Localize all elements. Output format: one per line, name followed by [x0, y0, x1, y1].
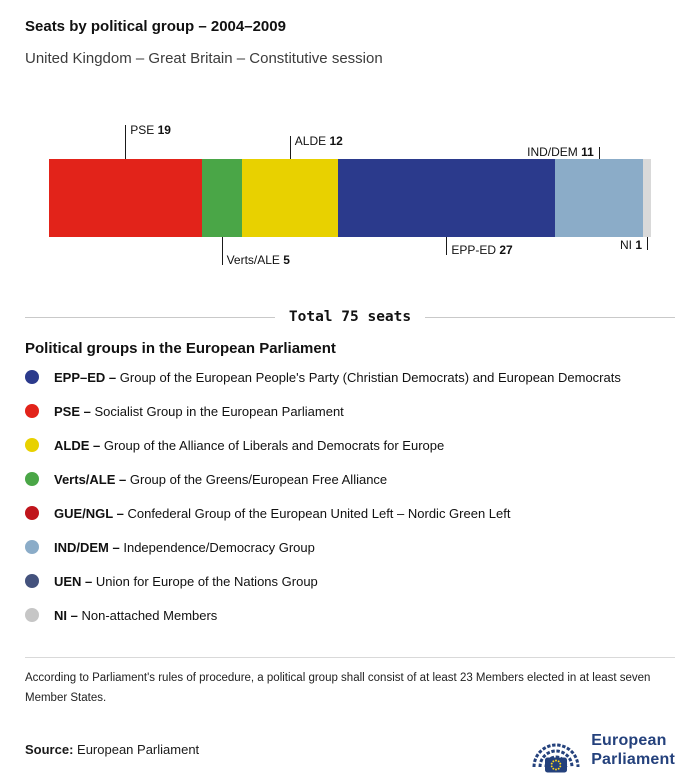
stacked-bar [49, 159, 651, 237]
legend-abbr: PSE – [54, 403, 91, 419]
callout-line-verts-ale [221, 237, 223, 265]
page-subtitle: United Kingdom – Great Britain – Constit… [25, 50, 383, 67]
legend-heading: Political groups in the European Parliam… [25, 340, 336, 357]
bar-segment-verts-ale[interactable] [201, 159, 242, 237]
legend-abbr: GUE/NGL – [54, 505, 124, 521]
bar-segment-ni[interactable] [642, 159, 651, 237]
callout-line-pse [125, 125, 127, 159]
legend-abbr: ALDE – [54, 437, 101, 453]
legend-abbr: Verts/ALE – [54, 471, 127, 487]
legend-item-ni: NI – Non-attached Members [25, 598, 675, 632]
legend-desc: Group of the European People's Party (Ch… [119, 369, 621, 385]
legend-item-verts-ale: Verts/ALE – Group of the Greens/European… [25, 462, 675, 496]
bar-segment-epp-ed[interactable] [337, 159, 555, 237]
footer-row: Source: European Parliament [25, 726, 675, 773]
legend-desc: Group of the Greens/European Free Allian… [129, 471, 388, 487]
legend-color-dot [25, 540, 39, 554]
legend-abbr: NI – [54, 607, 78, 623]
legend-item-ind-dem: IND/DEM – Independence/Democracy Group [25, 530, 675, 564]
legend-abbr: UEN – [54, 573, 93, 589]
legend-color-dot [25, 608, 39, 622]
legend-desc: Group of the Alliance of Liberals and De… [103, 437, 445, 453]
legend-item-label: IND/DEM – Independence/Democracy Group [54, 540, 315, 555]
callout-line-ind-dem [598, 147, 600, 159]
footnote: According to Parliament's rules of proce… [25, 672, 651, 705]
bar-segment-alde[interactable] [241, 159, 338, 237]
callout-line-ni [646, 237, 648, 250]
footer-divider [25, 657, 675, 658]
legend-desc: Confederal Group of the European United … [127, 505, 511, 521]
legend-color-dot [25, 472, 39, 486]
legend-item-label: GUE/NGL – Confederal Group of the Europe… [54, 506, 510, 521]
legend-color-dot [25, 438, 39, 452]
legend-abbr: IND/DEM – [54, 539, 120, 555]
legend-color-dot [25, 506, 39, 520]
legend-desc: Independence/Democracy Group [123, 539, 315, 555]
callout-line-alde [289, 136, 291, 159]
bar-label-verts-ale: Verts/ALE 5 [226, 253, 290, 267]
legend-item-label: PSE – Socialist Group in the European Pa… [54, 404, 344, 419]
european-parliament-logo: European Parliament [530, 726, 675, 773]
legend-desc: Union for Europe of the Nations Group [95, 573, 318, 589]
source-label: Source: [25, 742, 74, 758]
legend-color-dot [25, 574, 39, 588]
eu-flag-stars [550, 759, 562, 771]
bar-label-ind-dem: IND/DEM 11 [527, 145, 594, 159]
legend-abbr: EPP–ED – [54, 369, 117, 385]
legend-item-epp-ed: EPP–ED – Group of the European People's … [25, 360, 675, 394]
legend-item-alde: ALDE – Group of the Alliance of Liberals… [25, 428, 675, 462]
bar-label-epp-ed: EPP-ED 27 [451, 243, 513, 257]
bar-label-ni: NI 1 [619, 238, 642, 252]
divider-right [425, 316, 675, 318]
source-line: Source: European Parliament [25, 742, 199, 757]
callout-line-epp-ed [446, 237, 448, 255]
divider-left [25, 316, 275, 318]
legend-item-label: NI – Non-attached Members [54, 608, 217, 623]
source-value: European Parliament [77, 742, 200, 758]
legend-item-gue-ngl: GUE/NGL – Confederal Group of the Europe… [25, 496, 675, 530]
logo-text-line2: Parliament [591, 750, 675, 768]
bar-segment-ind-dem[interactable] [554, 159, 643, 237]
legend-item-label: EPP–ED – Group of the European People's … [54, 370, 621, 385]
legend-color-dot [25, 404, 39, 418]
logo-text-line1: European [591, 731, 667, 749]
legend-item-pse: PSE – Socialist Group in the European Pa… [25, 394, 675, 428]
legend-item-label: UEN – Union for Europe of the Nations Gr… [54, 574, 318, 589]
legend-item-label: Verts/ALE – Group of the Greens/European… [54, 472, 387, 487]
seats-chart: PSE 19 Verts/ALE 5 ALDE 12 EPP-ED 27 IND/DEM… [25, 115, 675, 273]
legend-desc: Non-attached Members [81, 607, 218, 623]
parliament-hemicycle-icon [532, 743, 580, 773]
total-seats-label: Total 75 seats [288, 309, 412, 325]
legend-color-dot [25, 370, 39, 384]
legend-item-label: ALDE – Group of the Alliance of Liberals… [54, 438, 444, 453]
bar-segment-pse[interactable] [49, 159, 202, 237]
total-seats-row: Total 75 seats [25, 309, 675, 325]
logo-text: European Parliament [591, 731, 675, 769]
page-title: Seats by political group – 2004–2009 [25, 18, 286, 35]
bar-label-pse: PSE 19 [130, 123, 171, 137]
bar-label-alde: ALDE 12 [294, 134, 343, 148]
legend-item-uen: UEN – Union for Europe of the Nations Gr… [25, 564, 675, 598]
legend-desc: Socialist Group in the European Parliame… [94, 403, 344, 419]
legend: EPP–ED – Group of the European People's … [25, 360, 675, 632]
